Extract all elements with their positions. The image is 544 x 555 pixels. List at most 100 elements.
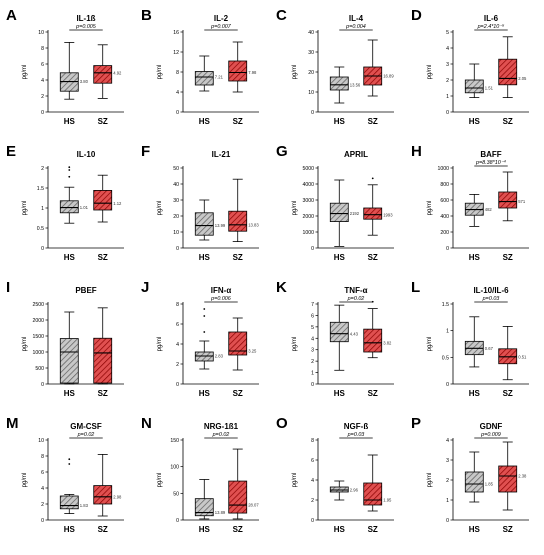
outlier-point (68, 458, 71, 461)
box-sz: 3.82 (363, 300, 392, 359)
median-value-label: 28.07 (248, 503, 259, 508)
box-sz: 28.07 (228, 448, 259, 520)
panel-letter: H (411, 143, 422, 160)
panel-title: TNF-α (344, 286, 367, 295)
panel-title: IL-1ß (76, 14, 95, 23)
x-category-label: HS (334, 253, 346, 262)
box-sz: 13.83 (228, 178, 259, 242)
y-tick-label: 1500 (32, 334, 44, 340)
box-iqr (194, 71, 214, 86)
box-sz: 2.98 (93, 454, 122, 517)
panel-b: B IL-2 pg/ml 0 4 8 12 16 HS SZ 7.21 7.98 p=0.007 (141, 7, 259, 126)
box-sz (93, 307, 113, 385)
median-value-label: 0.67 (485, 346, 494, 351)
box-hs: 4.43 (329, 304, 359, 371)
median-value-label: 1.12 (113, 201, 122, 206)
panel-d: D IL-6 pg/ml 0 1 2 3 4 5 HS SZ 1.51 2.05 p=2.4*10⁻⁵ (411, 7, 529, 126)
median-value-label: 7.21 (215, 75, 224, 80)
x-category-label: SZ (98, 253, 108, 262)
box-hs: 1.85 (464, 451, 494, 503)
outlier-point (68, 169, 71, 171)
y-axis-label: pg/ml (157, 473, 163, 488)
y-tick-label: 4 (446, 46, 449, 52)
box-iqr (59, 338, 79, 384)
y-tick-label: 0 (311, 246, 314, 252)
median-value-label: 4.92 (113, 70, 122, 75)
median-value-label: 4.43 (350, 331, 359, 336)
box-sz: 0.51 (498, 326, 527, 381)
panel-f: F IL-21 pg/ml 0 10 20 30 40 50 HS SZ 13.99 13.83 (141, 143, 259, 262)
y-axis-label: pg/ml (157, 337, 163, 352)
box-iqr (464, 471, 484, 493)
p-value-label: p=0.02 (347, 296, 365, 302)
x-category-label: SZ (503, 389, 513, 398)
median-value-label: 2.96 (350, 488, 359, 493)
y-tick-label: 2000 (302, 214, 314, 220)
panel-letter: K (276, 279, 287, 296)
x-category-label: HS (334, 389, 346, 398)
x-category-label: SZ (98, 525, 108, 534)
y-tick-label: 0 (446, 110, 449, 116)
y-tick-label: 5000 (302, 166, 314, 172)
y-axis-label: pg/ml (292, 65, 298, 80)
y-tick-label: 0 (176, 518, 179, 524)
box-iqr (228, 60, 248, 82)
p-value-label: p=0.02 (77, 432, 95, 438)
panel-i: I PBEF pg/ml 0 500 1000 1500 2000 2500 HS SZ (6, 279, 124, 398)
x-category-label: HS (199, 525, 211, 534)
y-tick-label: 0 (311, 382, 314, 388)
y-tick-label: 0 (446, 518, 449, 524)
y-axis-label: pg/ml (22, 201, 28, 216)
y-tick-label: 8 (41, 46, 44, 52)
y-tick-label: 0 (176, 382, 179, 388)
y-tick-label: 0 (311, 518, 314, 524)
median-value-label: 2192 (350, 211, 360, 216)
panel-o: O NGF-ß pg/ml 0 2 4 6 8 HS SZ 2.96 1.95 p=0.03 (276, 415, 394, 534)
y-tick-label: 7 (311, 302, 314, 308)
panel-title: IFN-α (211, 286, 232, 295)
box-sz: 1993 (363, 177, 393, 236)
x-category-label: SZ (233, 253, 243, 262)
y-tick-label: 1 (446, 94, 449, 100)
y-tick-label: 2 (446, 78, 449, 84)
panel-letter: M (6, 415, 19, 432)
y-tick-label: 1000 (302, 230, 314, 236)
y-tick-label: 400 (440, 214, 449, 220)
panel-letter: J (141, 279, 149, 296)
x-category-label: HS (469, 117, 481, 126)
box-iqr (228, 480, 248, 514)
p-value-label: p=8.38*10⁻⁴ (475, 160, 507, 166)
y-tick-label: 8 (311, 438, 314, 444)
box-iqr (93, 65, 113, 84)
y-tick-label: 4000 (302, 182, 314, 188)
y-tick-label: 2 (176, 362, 179, 368)
outlier-point (203, 308, 206, 310)
panel-c: C IL-4 pg/ml 0 10 20 30 40 HS SZ 13.56 16.89 p=0.004 (276, 7, 394, 126)
x-category-label: SZ (503, 253, 513, 262)
y-tick-label: 4 (176, 342, 179, 348)
x-category-label: HS (334, 117, 346, 126)
box-sz: 1.12 (93, 174, 122, 223)
box-hs: 2192 (329, 179, 360, 247)
panel-n: N NRG-1ß1 pg/ml 0 50 100 150 HS SZ 13.89 28.07 p=0.… (141, 415, 259, 534)
y-tick-label: 0 (446, 382, 449, 388)
p-value-label: p=0.03 (482, 296, 500, 302)
median-value-label: 2.38 (518, 474, 527, 479)
y-tick-label: 0 (41, 246, 44, 252)
y-tick-label: 3 (446, 458, 449, 464)
y-tick-label: 0 (41, 110, 44, 116)
y-tick-label: 4 (446, 438, 449, 444)
x-category-label: SZ (503, 525, 513, 534)
box-iqr (228, 210, 248, 232)
box-iqr (329, 202, 349, 223)
x-category-label: HS (64, 389, 76, 398)
median-value-label: 1.01 (80, 205, 89, 210)
y-axis-label: pg/ml (292, 337, 298, 352)
p-value-label: p=0.02 (212, 432, 230, 438)
y-tick-label: 10 (173, 230, 179, 236)
x-category-label: SZ (233, 525, 243, 534)
panel-title: APRIL (344, 150, 368, 159)
y-tick-label: 2 (311, 359, 314, 365)
median-value-label: 0.51 (518, 354, 527, 359)
